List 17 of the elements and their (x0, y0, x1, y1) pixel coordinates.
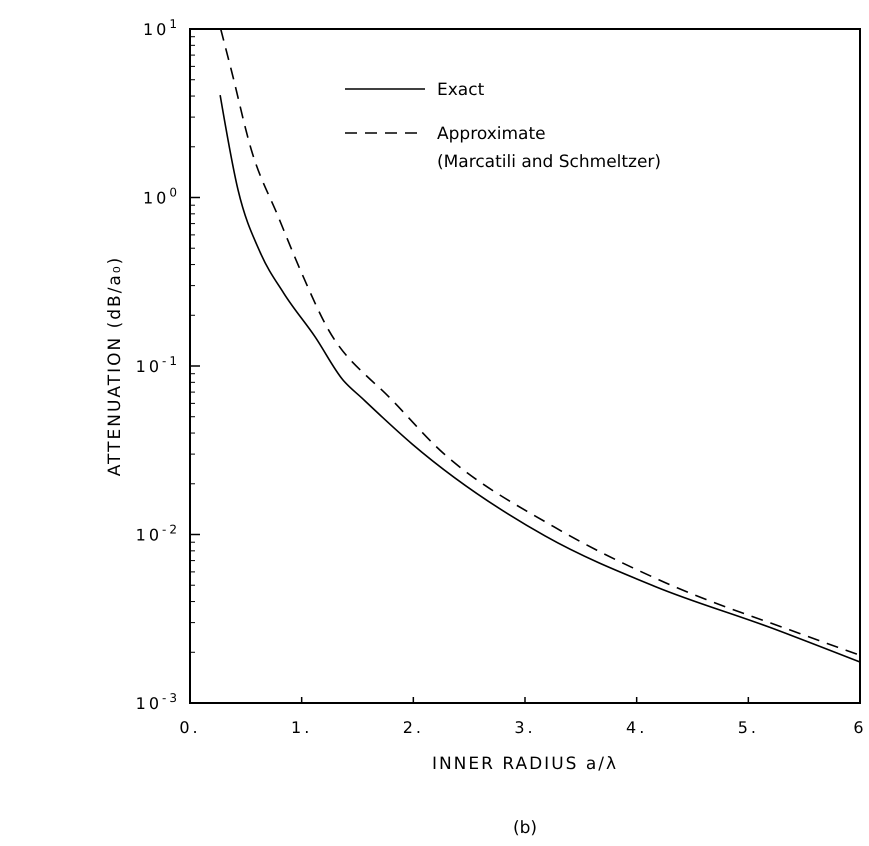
y-tick-label: 10$^{0}$ (143, 186, 180, 208)
x-tick-label: 6 (853, 718, 867, 737)
x-tick-label: 3. (514, 718, 536, 737)
y-tick-label: 10$^{1}$ (143, 17, 180, 39)
x-tick-label: 0. (179, 718, 201, 737)
x-tick-label: 4. (626, 718, 648, 737)
y-axis-title: ATTENUATION (dB/a₀) (105, 256, 125, 476)
text: (b) (512, 818, 538, 838)
legend-label: Exact (437, 80, 485, 100)
y-tick-label: 10$^{-3}$ (136, 691, 180, 713)
x-tick-label: 1. (291, 718, 312, 737)
x-axis-title: INNER RADIUS a/λ (432, 754, 618, 774)
y-tick-label: 10$^{-1}$ (136, 354, 180, 376)
y-tick-label: 10$^{-2}$ (136, 522, 180, 544)
x-tick-label: 5. (738, 718, 759, 737)
x-tick-label: 2. (402, 718, 424, 737)
legend-label: Approximate (Marcatili and Schmeltzer) (437, 124, 662, 172)
